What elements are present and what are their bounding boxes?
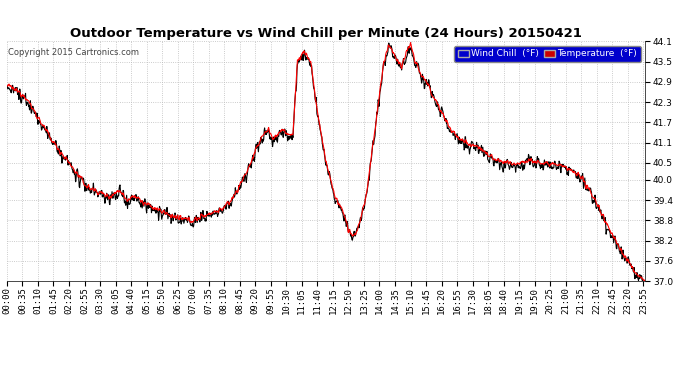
Legend: Wind Chill  (°F), Temperature  (°F): Wind Chill (°F), Temperature (°F): [454, 46, 640, 62]
Text: Copyright 2015 Cartronics.com: Copyright 2015 Cartronics.com: [8, 48, 139, 57]
Title: Outdoor Temperature vs Wind Chill per Minute (24 Hours) 20150421: Outdoor Temperature vs Wind Chill per Mi…: [70, 27, 582, 40]
